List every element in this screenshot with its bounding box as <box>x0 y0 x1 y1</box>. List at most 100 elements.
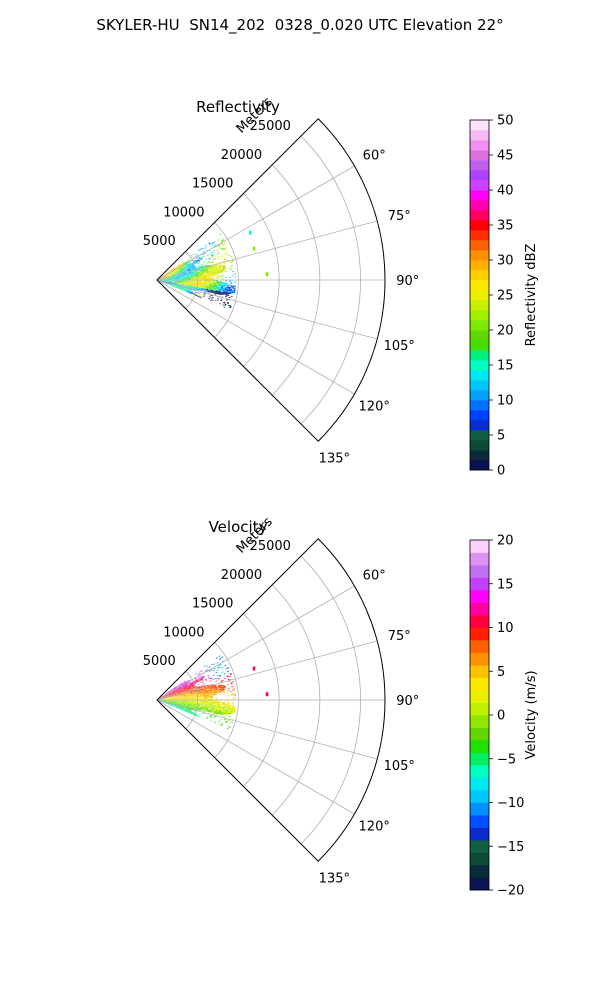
echo-bin <box>200 274 202 276</box>
echo-bin <box>194 276 197 278</box>
echo-bin <box>194 695 197 697</box>
echo-bin <box>190 287 193 289</box>
echo-bin <box>182 265 185 267</box>
echo-bin <box>176 685 178 687</box>
echo-bin <box>161 695 163 697</box>
echo-bin <box>187 276 190 278</box>
echo-bin <box>164 282 166 283</box>
echo-bin <box>184 270 187 272</box>
echo-bin <box>224 292 226 294</box>
echo-bin <box>185 273 188 275</box>
echo-bin <box>176 703 179 705</box>
echo-bin <box>187 275 190 276</box>
echo-bin <box>199 289 201 291</box>
echo-bin <box>189 683 192 685</box>
echo-bin <box>203 707 205 709</box>
echo-bin <box>176 686 179 688</box>
echo-bin <box>178 694 180 696</box>
radial-gridline <box>156 279 378 340</box>
echo-bin <box>187 705 189 706</box>
echo-bin <box>178 688 180 690</box>
echo-bin <box>183 276 186 278</box>
echo-bin <box>167 283 169 285</box>
echo-bin <box>205 275 208 276</box>
echo-bin <box>194 262 197 264</box>
echo-bin <box>220 258 222 260</box>
echo-bin <box>174 703 177 704</box>
echo-bin <box>228 284 231 286</box>
echo-bin <box>191 682 193 684</box>
echo-bin <box>185 706 187 707</box>
echo-bin <box>178 690 181 692</box>
echo-bin <box>197 286 200 287</box>
echo-bin <box>168 284 171 286</box>
echo-bin <box>225 282 227 284</box>
echo-bin <box>180 266 183 268</box>
echo-bin <box>185 269 188 270</box>
echo-bin <box>186 269 188 271</box>
echo-bin <box>206 262 209 264</box>
echo-bin <box>206 272 209 274</box>
echo-bin <box>198 697 201 698</box>
echo-bin <box>217 272 220 274</box>
echo-bin <box>192 282 195 284</box>
echo-bin <box>174 706 176 707</box>
echo-bin <box>210 288 213 290</box>
echo-bin <box>222 267 225 269</box>
echo-bin <box>173 267 175 269</box>
echo-bin <box>164 274 167 276</box>
echo-bin <box>189 684 192 686</box>
echo-bin <box>171 268 174 270</box>
echo-bin <box>199 692 202 693</box>
echo-bin <box>194 674 197 676</box>
echo-bin <box>197 691 200 693</box>
echo-bin <box>194 282 197 284</box>
echo-bin <box>182 266 185 268</box>
echo-bin <box>187 703 190 705</box>
echo-bin <box>204 290 207 292</box>
echo-bin <box>214 283 217 284</box>
echo-bin <box>199 705 202 707</box>
echo-bin <box>160 697 163 699</box>
echo-bin <box>193 698 195 699</box>
echo-bin <box>181 266 183 268</box>
echo-bin <box>198 281 201 282</box>
echo-bin <box>179 272 182 273</box>
echo-bin <box>192 276 195 277</box>
echo-bin <box>167 277 170 279</box>
echo-bin <box>213 289 216 290</box>
echo-bin <box>183 276 186 277</box>
echo-bin <box>187 696 190 697</box>
echo-bin <box>203 692 206 694</box>
echo-bin <box>167 701 170 703</box>
echo-bin <box>219 282 222 283</box>
echo-bin <box>204 268 207 269</box>
echo-bin <box>207 277 210 278</box>
echo-bin <box>183 285 186 287</box>
echo-bin <box>170 705 173 707</box>
echo-bin <box>194 705 197 707</box>
echo-bin <box>178 270 181 272</box>
echo-bin <box>194 253 196 256</box>
echo-bin <box>187 689 190 691</box>
echo-bin <box>217 270 220 272</box>
echo-bin <box>163 276 166 278</box>
echo-bin <box>176 273 178 275</box>
echo-bin <box>174 285 177 286</box>
echo-bin <box>182 288 185 290</box>
echo-bin <box>192 712 195 714</box>
echo-bin <box>164 273 167 275</box>
echo-bin <box>179 706 182 708</box>
echo-bin <box>180 708 183 709</box>
echo-bin <box>199 691 202 693</box>
echo-bin <box>177 692 180 694</box>
echo-bin <box>193 268 196 270</box>
echo-bin <box>172 270 175 272</box>
echo-bin <box>197 287 200 289</box>
echo-bin <box>194 271 196 273</box>
echo-bin <box>191 268 194 270</box>
echo-bin <box>173 706 176 708</box>
echo-bin <box>179 267 182 269</box>
echo-bin <box>179 687 182 689</box>
echo-bin <box>194 692 196 694</box>
